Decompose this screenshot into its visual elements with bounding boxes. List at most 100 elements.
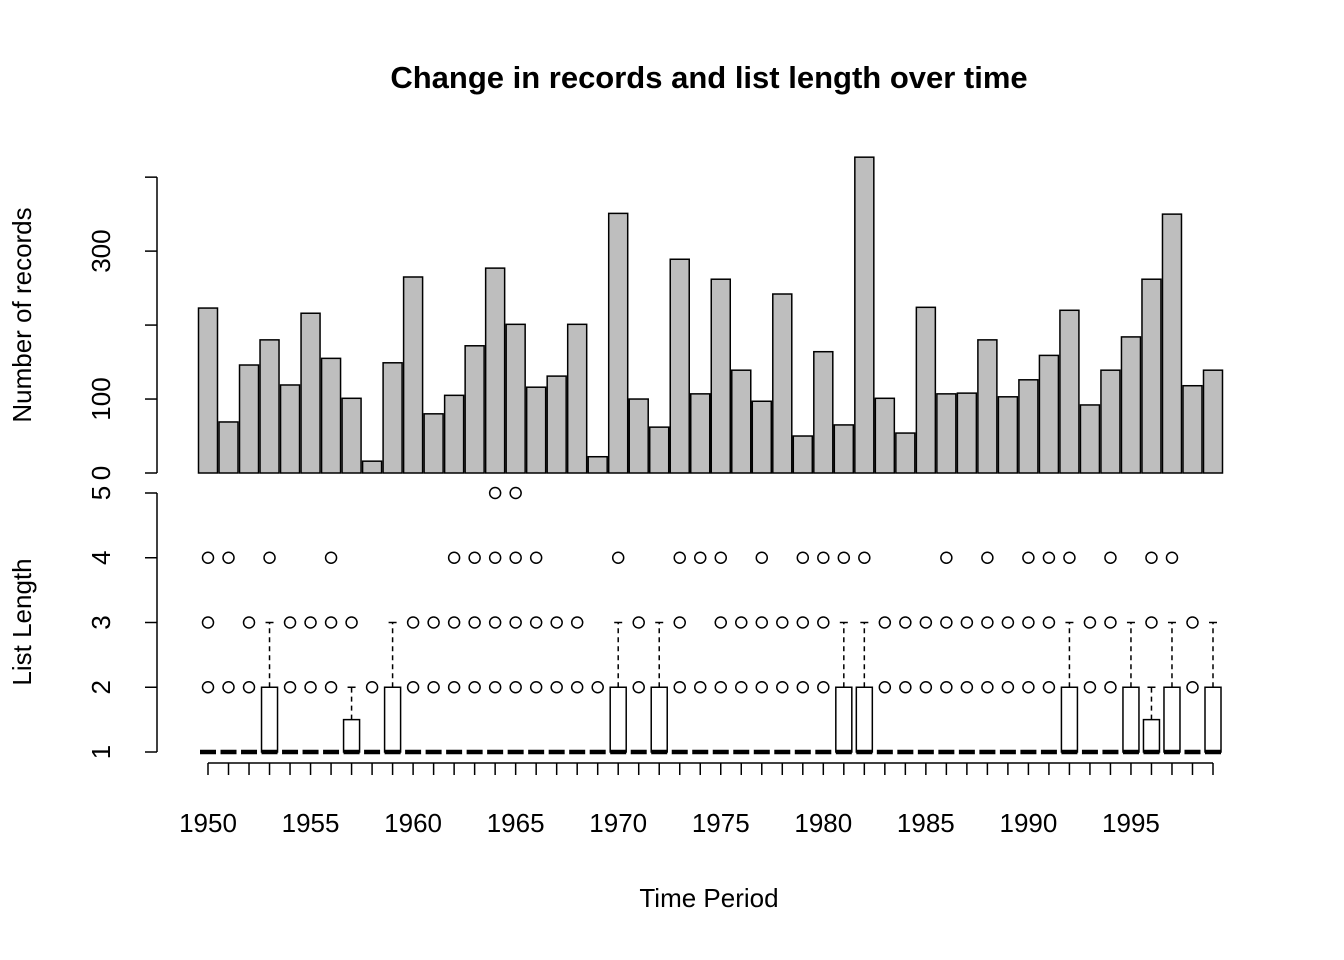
bar: [566, 323, 588, 474]
bar: [956, 392, 978, 474]
x-tick-label: 1955: [282, 808, 340, 838]
box: [1204, 686, 1222, 753]
bar: [1018, 379, 1039, 474]
bar: [731, 369, 752, 474]
y-tick-label: 1: [86, 745, 116, 759]
bar: [587, 455, 608, 474]
outlier: [406, 681, 420, 694]
outlier: [960, 616, 974, 629]
outlier: [981, 616, 994, 629]
outlier: [447, 616, 461, 629]
bar: [546, 375, 567, 474]
outlier: [919, 681, 933, 694]
outlier: [693, 681, 707, 694]
bar: [525, 386, 547, 474]
outlier: [324, 681, 338, 694]
outlier: [755, 681, 769, 694]
outlier: [1063, 551, 1076, 564]
outlier: [591, 681, 604, 694]
outlier: [1186, 616, 1199, 629]
outlier: [755, 551, 769, 564]
bar: [218, 421, 239, 474]
outlier: [817, 681, 830, 694]
bar: [279, 384, 301, 474]
outlier: [1042, 551, 1056, 564]
bar: [259, 339, 280, 474]
outlier: [447, 681, 461, 694]
outlier: [1145, 551, 1158, 564]
outlier: [509, 616, 522, 629]
outlier: [878, 681, 892, 694]
bar: [484, 267, 506, 474]
outlier: [673, 681, 686, 694]
outlier: [529, 616, 543, 629]
bar: [382, 362, 403, 474]
outlier: [673, 551, 686, 564]
outlier: [735, 616, 748, 629]
outlier: [283, 616, 297, 629]
outlier: [1186, 681, 1199, 694]
box: [1060, 686, 1079, 753]
outlier: [611, 551, 625, 564]
bar: [1100, 369, 1121, 474]
bar: [443, 394, 465, 474]
outlier: [365, 681, 379, 694]
bar: [628, 398, 649, 474]
outlier: [263, 551, 276, 564]
outlier: [427, 681, 440, 694]
outlier: [488, 681, 502, 694]
outlier: [693, 551, 707, 564]
outlier: [981, 681, 994, 694]
bar: [402, 276, 424, 474]
outlier: [1001, 681, 1015, 694]
outlier: [981, 551, 994, 564]
outlier: [960, 681, 974, 694]
outlier: [940, 681, 953, 694]
bar: [300, 312, 321, 474]
outlier: [488, 486, 502, 500]
outlier: [447, 551, 461, 564]
x-axis-label: Time Period: [639, 883, 778, 913]
bar: [361, 460, 383, 474]
x-tick-label: 1975: [692, 808, 750, 838]
outlier: [714, 616, 728, 629]
outlier: [899, 681, 912, 694]
bar: [669, 258, 690, 474]
box: [1122, 686, 1140, 753]
bar: [874, 397, 896, 474]
bar: [751, 400, 773, 474]
outlier: [201, 616, 215, 629]
bar: [792, 435, 814, 474]
outlier: [1042, 681, 1056, 694]
bar: [1141, 278, 1162, 474]
outlier: [776, 681, 789, 694]
chart-title: Change in records and list length over t…: [390, 60, 1027, 95]
bar: [833, 424, 855, 474]
bar: [710, 278, 732, 474]
outlier: [1022, 616, 1035, 629]
bar: [464, 345, 485, 474]
outlier: [796, 681, 810, 694]
y-tick-label: 100: [86, 377, 116, 420]
outlier: [940, 616, 953, 629]
bar: [772, 293, 793, 474]
outlier: [529, 551, 543, 564]
bar: [813, 350, 834, 474]
bar: [1120, 336, 1142, 474]
outlier: [1104, 681, 1117, 694]
outlier: [468, 551, 481, 564]
y-tick-label: 5: [86, 486, 116, 500]
bar: [423, 413, 444, 474]
outlier: [796, 616, 810, 629]
bar: [854, 156, 875, 474]
outlier: [1042, 616, 1056, 629]
outlier: [755, 616, 769, 629]
outlier: [468, 616, 481, 629]
bar: [689, 393, 711, 474]
outlier: [550, 681, 563, 694]
outlier: [222, 551, 235, 564]
bar: [936, 393, 957, 474]
outlier: [427, 616, 440, 629]
outlier: [1022, 681, 1035, 694]
